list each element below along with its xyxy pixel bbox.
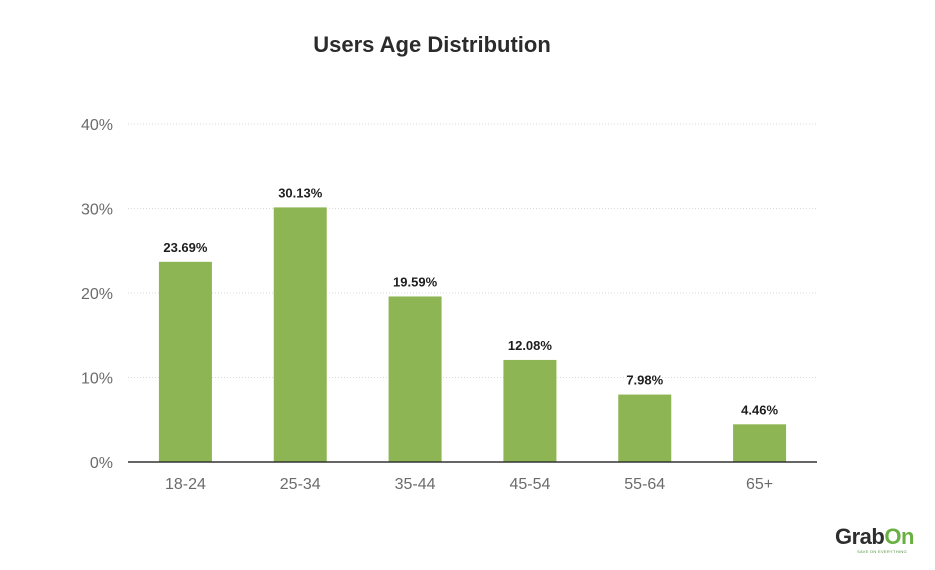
x-tick-label: 65+ [746,476,773,493]
gridlines [128,123,817,378]
grabon-logo: GrabOn SAVE ON EVERYTHING [835,526,925,558]
bar-18-24 [158,261,212,462]
logo-tagline: SAVE ON EVERYTHING [857,549,907,554]
chart-title: Users Age Distribution [313,32,551,57]
bar-35-44 [388,296,442,462]
data-label: 19.59% [393,274,438,289]
bars [158,207,787,462]
bar-45-54 [503,359,557,462]
x-tick-label: 18-24 [165,476,206,493]
logo-text-grab: Grab [835,524,885,549]
data-label: 4.46% [741,402,778,417]
logo-text-on: On [884,524,914,549]
data-label: 30.13% [278,185,323,200]
y-tick-label: 20% [81,286,113,303]
y-tick-label: 40% [81,117,113,134]
y-tick-label: 0% [90,455,113,472]
y-tick-label: 10% [81,371,113,388]
y-tick-label: 30% [81,202,113,219]
logo-wordmark: GrabOn [835,526,925,548]
data-label: 7.98% [626,373,663,388]
x-tick-label: 55-64 [624,476,665,493]
x-tick-label: 35-44 [395,476,436,493]
data-label: 12.08% [508,338,553,353]
x-axis-ticks: 18-24 25-34 35-44 45-54 55-64 65+ [165,476,773,493]
bar-65+ [733,424,787,462]
bar-25-34 [273,207,327,462]
bar-55-64 [618,394,672,462]
data-label: 23.69% [163,240,208,255]
data-labels: 23.69% 30.13% 19.59% 12.08% 7.98% 4.46% [163,185,778,417]
x-tick-label: 45-54 [509,476,550,493]
y-axis-ticks: 0% 10% 20% 30% 40% [81,117,113,472]
x-tick-label: 25-34 [280,476,321,493]
